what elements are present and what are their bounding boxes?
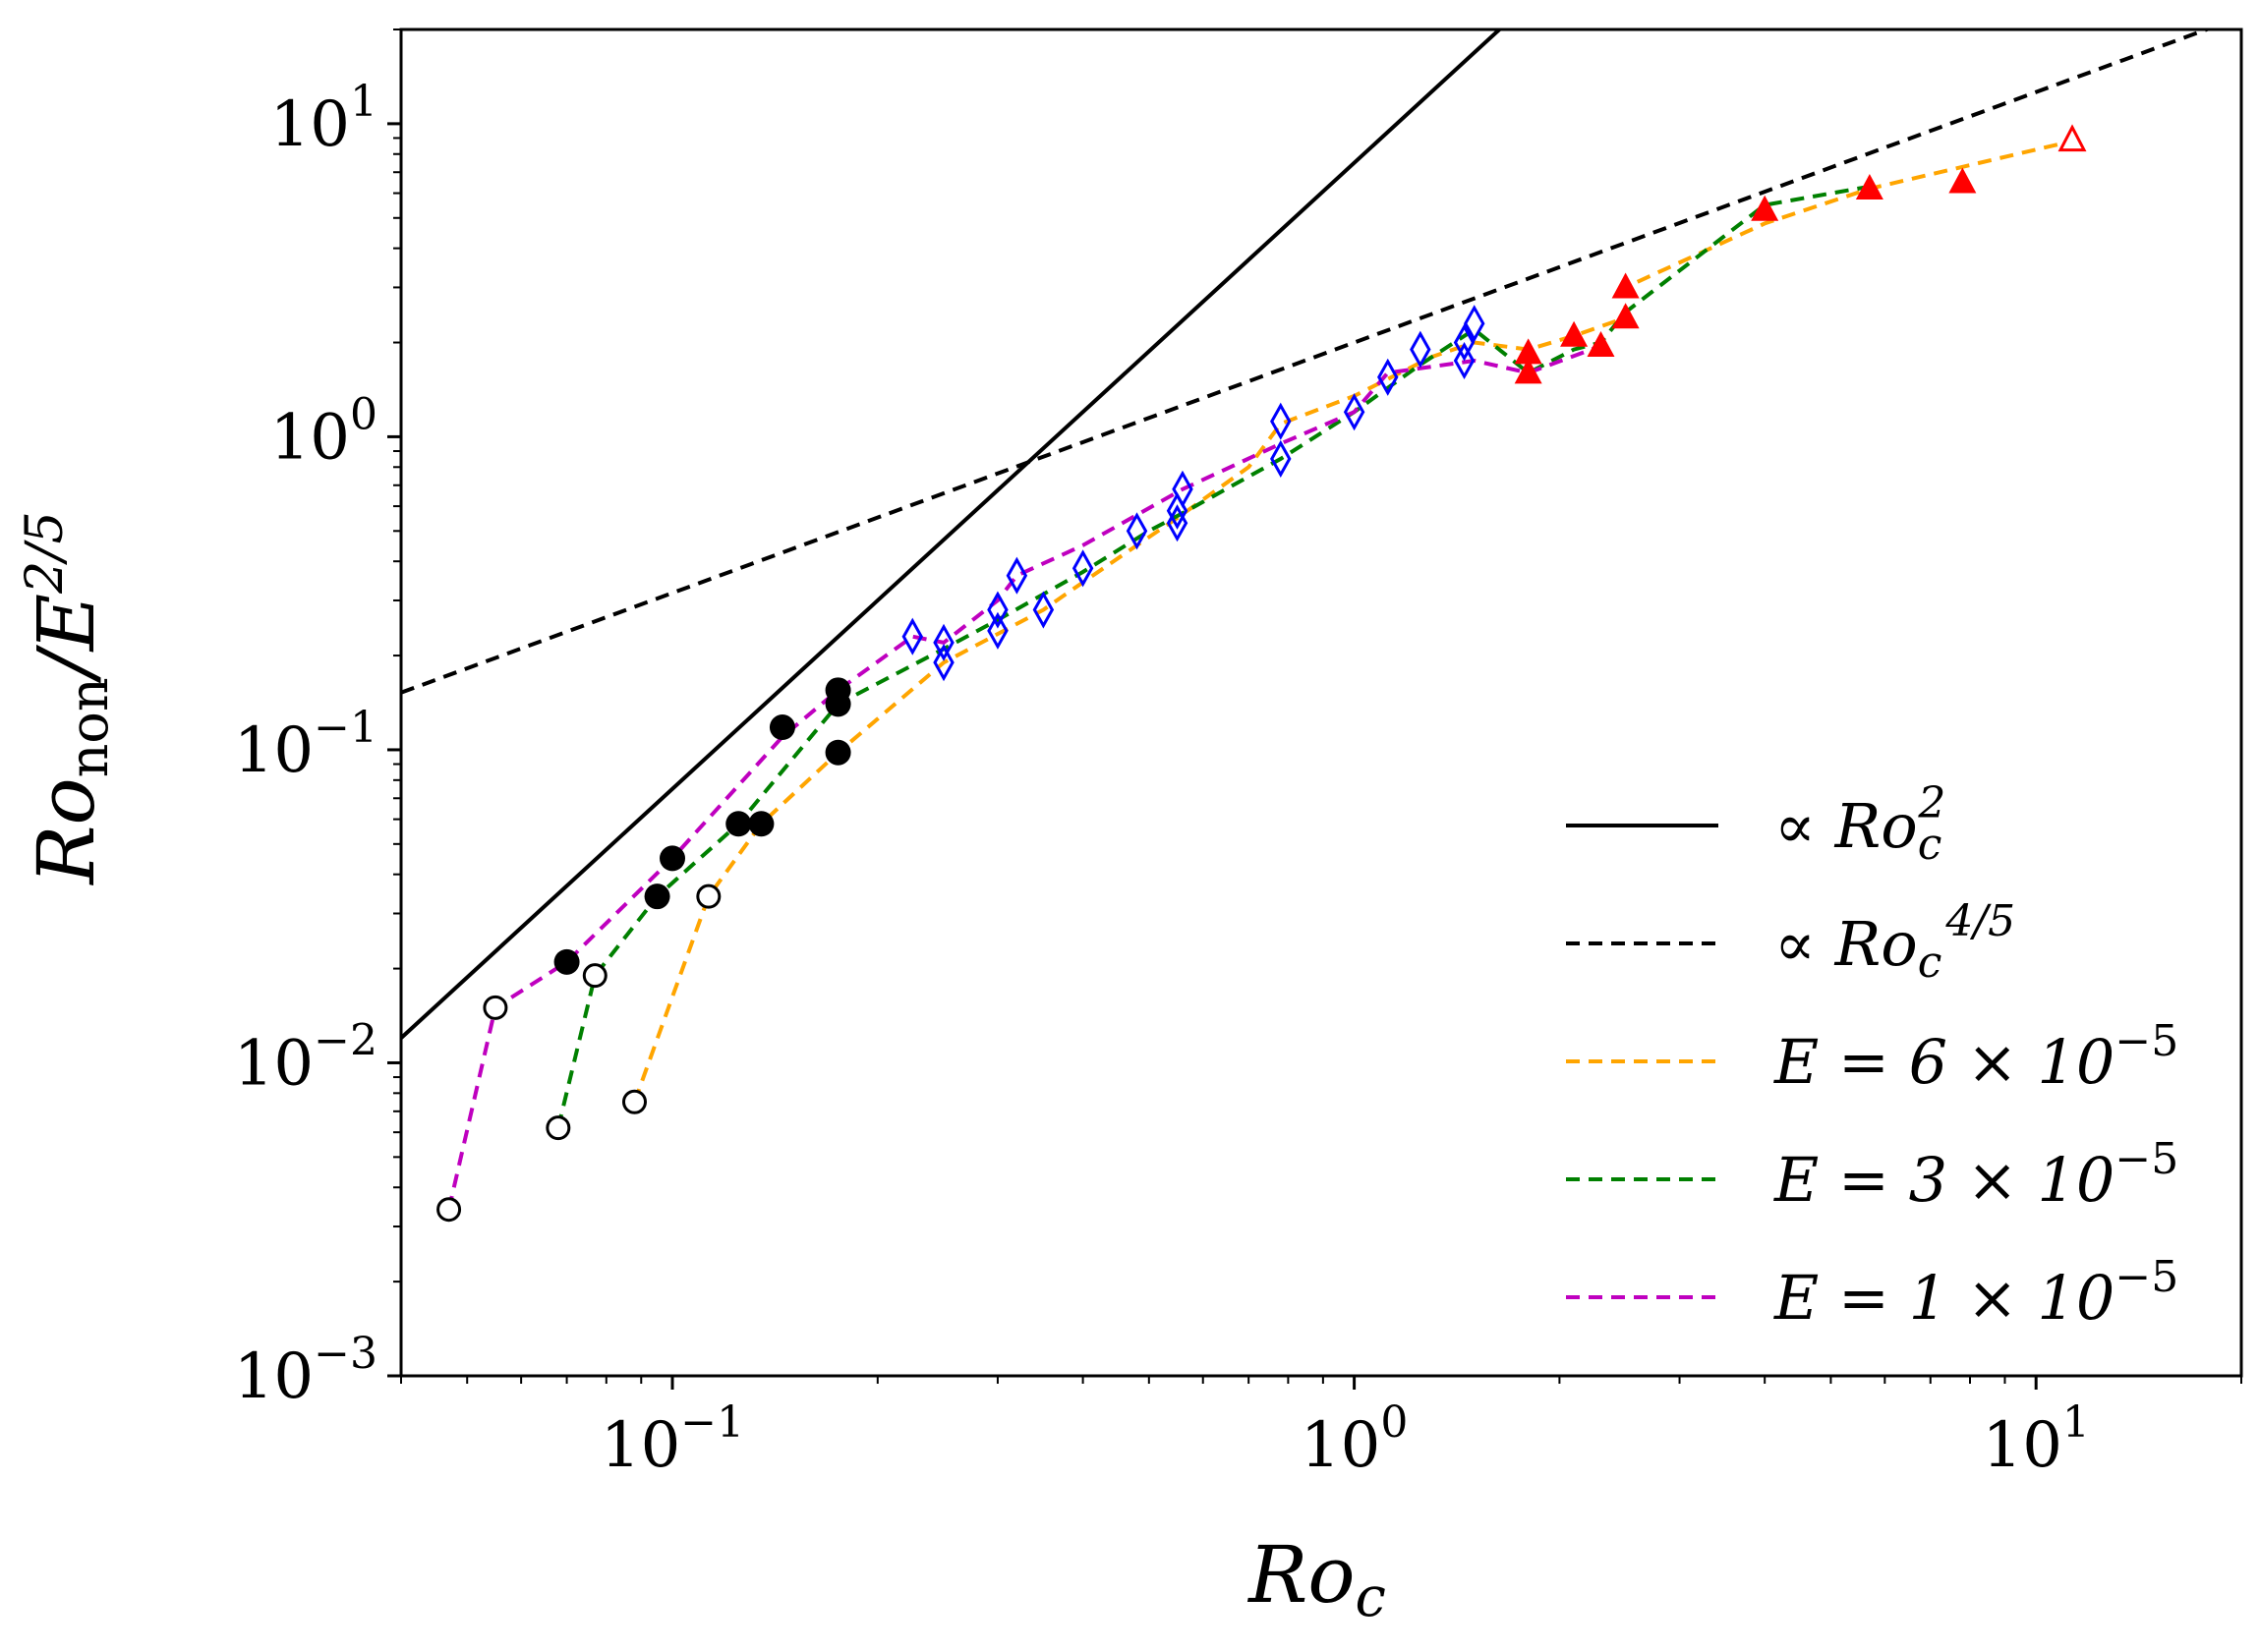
y-axis-label: Ronon/E2/5	[16, 511, 120, 886]
open-triangle-marker	[2057, 124, 2087, 152]
filled-triangle-marker	[1751, 195, 1779, 221]
open-diamond-marker	[1126, 512, 1148, 550]
legend-label: E = 1 × 10−5	[1773, 1252, 2178, 1334]
x-tick-label: 101	[1982, 1397, 2089, 1482]
plot-frame	[399, 28, 2243, 1378]
open-diamond-marker	[1072, 549, 1094, 588]
filled-triangle-marker	[1948, 167, 1977, 194]
y-tick-label: 100	[270, 389, 377, 474]
open-diamond-marker	[987, 611, 1009, 650]
y-tick-label: 101	[270, 77, 377, 161]
open-diamond-marker	[1453, 323, 1476, 362]
filled-circle-marker	[748, 811, 775, 837]
open-circle-marker	[696, 883, 722, 909]
filled-triangle-marker	[1611, 303, 1640, 329]
reference-lines	[401, 29, 2213, 1040]
open-diamond-marker	[1270, 402, 1292, 440]
open-circle-marker	[483, 995, 508, 1020]
series-line	[632, 139, 2073, 1103]
y-tick-labels: 10−3 10−2 10−1 100 101	[234, 77, 377, 1413]
legend-label: E = 3 × 10−5	[1773, 1134, 2178, 1216]
open-diamond-marker	[1410, 330, 1431, 369]
filled-circle-marker	[660, 845, 686, 872]
open-diamond-marker	[933, 644, 955, 682]
open-diamond-marker	[1464, 305, 1485, 343]
filled-circle-marker	[825, 691, 851, 717]
open-circle-marker	[546, 1115, 571, 1141]
series-line	[446, 344, 1602, 1211]
open-diamond-marker	[1172, 470, 1193, 508]
open-diamond-marker	[1032, 591, 1055, 629]
open-circle-marker	[582, 963, 608, 989]
series-line	[555, 184, 1871, 1129]
x-tick-label: 10−1	[601, 1397, 744, 1482]
filled-circle-marker	[769, 714, 795, 741]
major-ticks	[387, 122, 2038, 1390]
reference-line	[401, 29, 2213, 695]
filled-triangle-marker	[1514, 358, 1542, 384]
open-diamond-marker	[1006, 556, 1028, 595]
filled-circle-marker	[825, 739, 851, 766]
open-diamond-marker	[1453, 341, 1476, 380]
open-circle-marker	[622, 1089, 648, 1114]
filled-triangle-marker	[1587, 331, 1615, 358]
open-diamond-marker	[1270, 439, 1292, 478]
x-axis-label: Roc	[1246, 1529, 1386, 1629]
filled-triangle-marker	[1855, 174, 1883, 200]
filled-triangle-marker	[1560, 320, 1589, 347]
open-diamond-marker	[1377, 358, 1399, 396]
reference-line	[401, 29, 1503, 1040]
markers	[436, 124, 2087, 1223]
legend-label: E = 6 × 10−5	[1773, 1016, 2178, 1098]
x-tick-labels: 10−1 100 101	[601, 1397, 2090, 1482]
legend-label: ∝ Roc2	[1774, 778, 1945, 870]
open-diamond-marker	[933, 623, 955, 661]
filled-circle-marker	[725, 811, 752, 837]
open-diamond-marker	[1343, 393, 1365, 431]
filled-triangle-marker	[1611, 272, 1640, 299]
open-diamond-marker	[987, 591, 1009, 629]
y-tick-label: 10−3	[234, 1329, 377, 1413]
y-tick-label: 10−1	[234, 703, 377, 787]
filled-circle-marker	[644, 883, 670, 910]
open-circle-marker	[436, 1197, 462, 1223]
legend: ∝ Roc2 ∝ Roc4/5 E = 6 × 10−5 E = 3 × 10−5 E …	[1566, 778, 2178, 1334]
filled-circle-marker	[553, 948, 580, 975]
x-tick-label: 100	[1301, 1397, 1408, 1482]
open-diamond-marker	[901, 617, 924, 655]
filled-triangle-marker	[1514, 338, 1542, 365]
legend-label: ∝ Roc4/5	[1774, 896, 2015, 988]
minor-ticks	[393, 28, 2242, 1384]
y-tick-label: 10−2	[234, 1015, 377, 1100]
